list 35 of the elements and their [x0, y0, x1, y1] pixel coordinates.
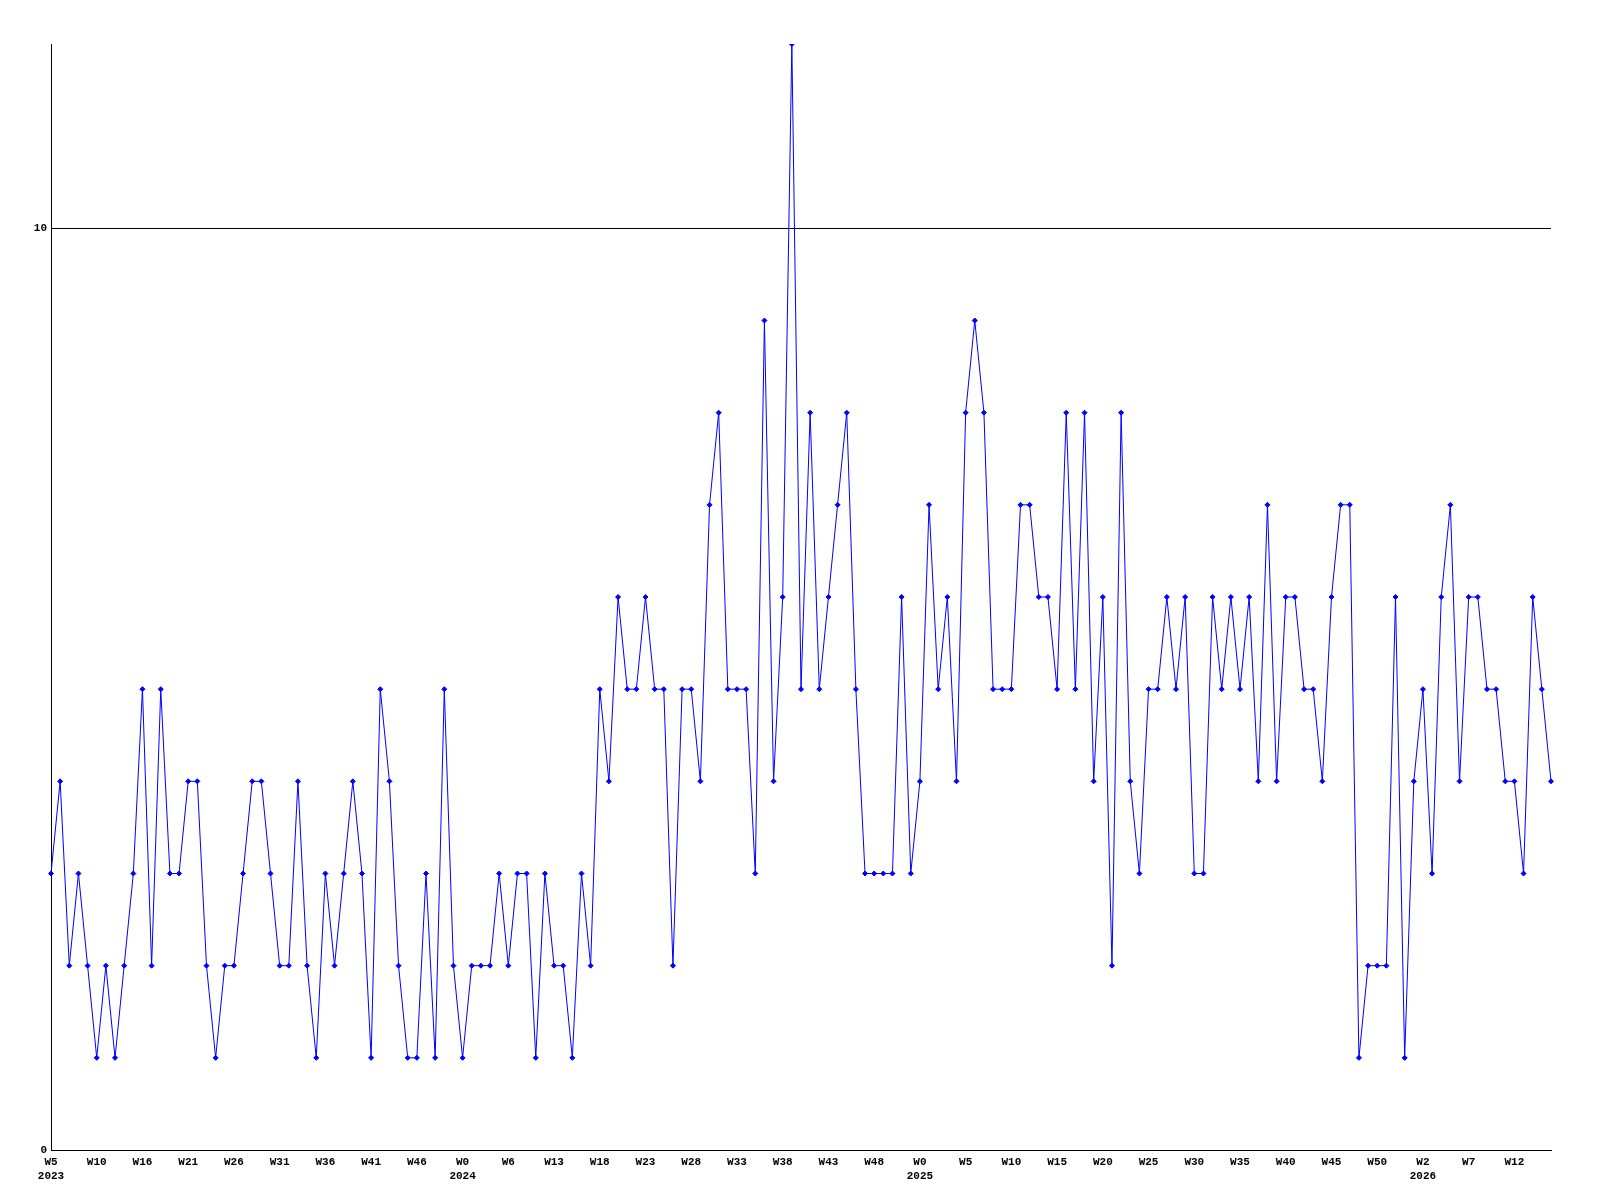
x-tick-label: W0 2025	[906, 1156, 934, 1182]
x-tick-label: W33	[727, 1156, 748, 1169]
x-tick-label: W5	[959, 1156, 973, 1169]
x-tick-label: W5 2023	[37, 1156, 65, 1182]
x-tick-label: W35	[1230, 1156, 1251, 1169]
x-tick-label: W31	[269, 1156, 290, 1169]
x-tick-label: W38	[772, 1156, 793, 1169]
x-tick-label: W30	[1184, 1156, 1205, 1169]
x-tick-label: W25	[1138, 1156, 1159, 1169]
x-tick-label: W46	[406, 1156, 427, 1169]
x-tick-label: W36	[315, 1156, 336, 1169]
x-tick-label: W23	[635, 1156, 656, 1169]
x-tick-label: W13	[544, 1156, 565, 1169]
x-tick-label: W18	[589, 1156, 611, 1169]
x-tick-label: W21	[178, 1156, 199, 1169]
x-tick-label: W0 2024	[449, 1156, 477, 1182]
x-tick-label: W20	[1092, 1156, 1113, 1169]
x-tick-label: W50	[1367, 1156, 1388, 1169]
x-tick-label: W10	[86, 1156, 107, 1169]
x-tick-label: W41	[361, 1156, 382, 1169]
x-tick-label: W7	[1462, 1156, 1476, 1169]
x-tick-label: W48	[864, 1156, 885, 1169]
x-tick-label: W45	[1321, 1156, 1342, 1169]
x-tick-label: W16	[132, 1156, 153, 1169]
x-tick-label: W28	[681, 1156, 702, 1169]
x-tick-label: W6	[501, 1156, 515, 1169]
x-tick-label: W15	[1047, 1156, 1068, 1169]
x-tick-label: W10	[1001, 1156, 1022, 1169]
x-tick-label: W2 2026	[1409, 1156, 1437, 1182]
x-tick-label: W12	[1504, 1156, 1525, 1169]
x-tick-label: W26	[224, 1156, 244, 1169]
y-tick-label: 0	[40, 1143, 47, 1156]
x-tick-label: W40	[1275, 1156, 1296, 1169]
y-tick-label: 10	[33, 222, 47, 235]
x-tick-label: W43	[818, 1156, 839, 1169]
